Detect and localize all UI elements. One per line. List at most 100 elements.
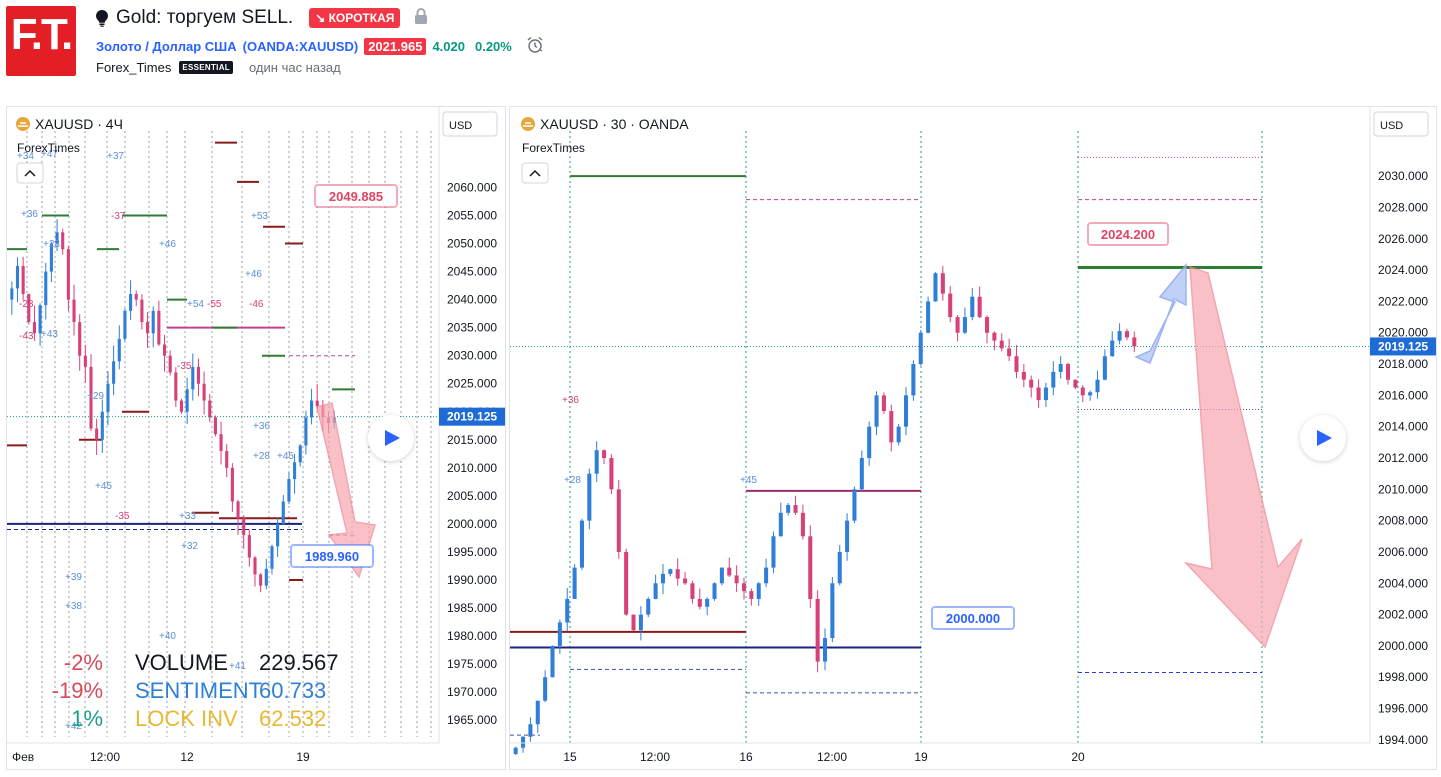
last-price-tag	[1370, 337, 1436, 356]
play-button[interactable]	[1300, 415, 1346, 461]
y-tick-label: 1970.000	[447, 685, 497, 699]
trade-marker: +38	[65, 601, 82, 612]
gold-symbol-icon	[521, 117, 535, 131]
trade-marker: +54	[187, 299, 204, 310]
candle-body	[1124, 331, 1129, 338]
candle-body	[970, 296, 975, 318]
candle-body	[100, 411, 104, 440]
stat-percent: -2%	[64, 650, 103, 675]
trade-marker: -35	[115, 511, 130, 522]
y-tick-label: 1995.000	[447, 545, 497, 559]
trade-marker: -37	[111, 211, 126, 222]
candle-body	[236, 501, 240, 519]
candle-body	[225, 451, 229, 468]
chart-30m-canvas[interactable]: +36 +28 +45 2024.200 2000.000 USD 2030.000 2028…	[510, 107, 1436, 769]
candle-body	[259, 574, 263, 586]
chart-panel-30m[interactable]: +36 +28 +45 2024.200 2000.000 USD 2030.000 2028…	[509, 106, 1437, 770]
candle-body	[242, 518, 246, 536]
symbol-code-link[interactable]: (OANDA:XAUUSD)	[243, 39, 359, 54]
candle-body	[66, 249, 70, 300]
x-tick-label: 12:00	[90, 750, 120, 764]
candle-body	[1110, 340, 1115, 357]
x-tick-label: 12:00	[640, 750, 670, 764]
trade-marker: +41	[229, 661, 246, 672]
candle-body	[815, 598, 820, 662]
trade-marker: +36	[253, 421, 270, 432]
trade-marker: -35	[177, 361, 192, 372]
chevron-up-icon	[24, 169, 36, 177]
alarm-clock-icon[interactable]	[526, 36, 544, 57]
candle-body	[962, 317, 967, 333]
candle-body	[778, 512, 783, 537]
candle-body	[230, 467, 234, 502]
candle-body	[646, 598, 651, 615]
currency-button	[442, 111, 498, 137]
price-callout-label: 1989.960	[305, 549, 359, 564]
candle-body	[32, 322, 37, 334]
y-tick-label: 2025.000	[447, 377, 497, 391]
candle-body	[1066, 364, 1071, 380]
paren-close: )	[353, 39, 359, 54]
trade-marker: -46	[249, 299, 264, 310]
candle-body	[690, 583, 695, 599]
brand-logo[interactable]: F.T.	[6, 6, 76, 76]
y-tick-label: 2024.000	[1378, 263, 1428, 277]
candle-body	[638, 614, 643, 631]
candle-body	[1043, 387, 1048, 401]
x-tick-label: 12	[180, 750, 194, 764]
candle-body	[660, 573, 666, 584]
candle-body	[27, 294, 31, 323]
y-tick-label: 2026.000	[1378, 232, 1428, 246]
play-button[interactable]	[368, 415, 414, 461]
candle-body	[565, 598, 570, 623]
candle-body	[830, 583, 835, 639]
chart-panel-4h[interactable]: +34 +47 +36 +28 -28 +43 -43 +29 +39 +38 +42 +37 -37 +…	[6, 106, 506, 770]
candle-body	[15, 265, 20, 289]
short-position-badge: ↘ КОРОТКАЯ	[309, 8, 401, 28]
candle-body	[1014, 356, 1019, 372]
collapse-indicators-button	[16, 162, 44, 184]
x-tick-label: Фев	[12, 750, 34, 764]
candle-body	[55, 232, 59, 244]
last-price-tag	[439, 407, 505, 426]
symbol-name-link[interactable]: Золото / Доллар США	[96, 39, 237, 54]
y-tick-label: 2055.000	[447, 209, 497, 223]
idea-title-row: Gold: торгуем SELL. ↘ КОРОТКАЯ	[96, 7, 428, 29]
y-tick-label: 1980.000	[447, 629, 497, 643]
candle-body	[1132, 337, 1137, 347]
y-tick-label: 2045.000	[447, 265, 497, 279]
trade-marker: +42	[65, 721, 82, 732]
gold-symbol-icon	[16, 117, 30, 131]
candle-body	[1095, 379, 1100, 393]
chart-4h-canvas[interactable]: +34 +47 +36 +28 -28 +43 -43 +29 +39 +38 +42 +37 -37 +…	[7, 107, 505, 769]
y-tick-label: 2014.000	[1378, 420, 1428, 434]
chart-symbol-title: XAUUSD · 4Ч	[35, 116, 123, 132]
y-tick-label: 2000.000	[447, 517, 497, 531]
trade-marker: +37	[107, 151, 124, 162]
candle-body	[106, 383, 110, 412]
candle-body	[992, 332, 997, 341]
candle-body	[1080, 387, 1085, 396]
trade-marker: +34	[17, 151, 34, 162]
symbol-code: OANDA:XAUUSD	[246, 39, 354, 54]
candle-body	[653, 583, 658, 599]
y-tick-label: 1996.000	[1378, 702, 1428, 716]
y-tick-label: 2030.000	[447, 349, 497, 363]
y-tick-label: 1965.000	[447, 713, 497, 727]
brand-logo-text: F.T.	[10, 10, 73, 59]
candle-body	[948, 293, 953, 318]
candle-body	[609, 458, 614, 490]
indicator-name: ForexTimes	[522, 141, 585, 155]
candle-body	[191, 366, 195, 390]
candle-body	[999, 340, 1004, 349]
candle-body	[72, 299, 76, 323]
candle-body	[977, 296, 982, 318]
candle-body	[162, 344, 167, 356]
stat-value: 229.567	[259, 650, 339, 675]
candle-body	[78, 322, 82, 356]
author-link[interactable]: Forex_Times	[96, 60, 172, 75]
chart-symbol-title: XAUUSD · 30 · OANDA	[540, 116, 689, 132]
candle-body	[1029, 379, 1034, 388]
y-tick-label: 1994.000	[1378, 733, 1428, 747]
candle-body	[771, 536, 776, 568]
